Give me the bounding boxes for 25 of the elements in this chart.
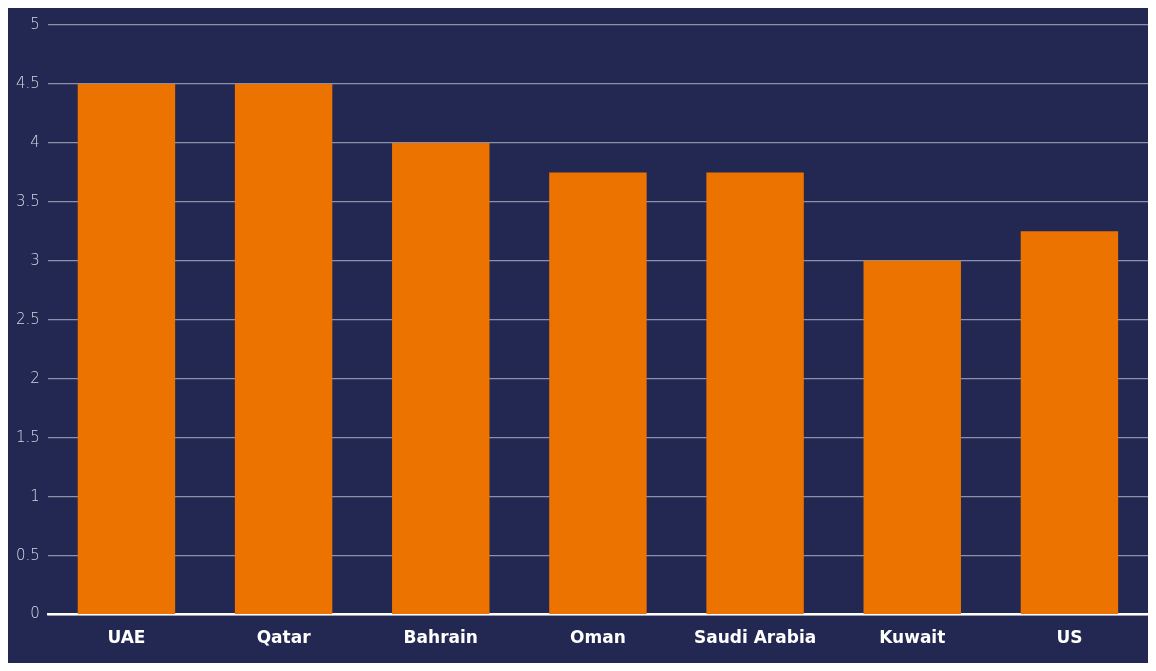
y-tick-label: 5 — [30, 14, 40, 33]
y-tick-label: 1.5 — [16, 427, 40, 446]
y-tick-label: 0.5 — [16, 545, 40, 564]
x-tick-label: Oman — [570, 627, 626, 648]
bar — [77, 83, 176, 614]
bar — [234, 83, 333, 614]
bar — [392, 142, 490, 614]
y-tick-label: 4.5 — [16, 73, 40, 92]
x-tick-label: Qatar — [256, 627, 312, 648]
x-tick-label: Kuwait — [879, 627, 946, 648]
y-tick-label: 2.5 — [16, 309, 40, 328]
x-tick-label: US — [1056, 627, 1083, 648]
y-tick-label: 0 — [30, 604, 40, 623]
y-tick-label: 3 — [30, 250, 40, 269]
x-tick-label: UAE — [107, 627, 146, 648]
bar — [1020, 231, 1119, 614]
bar — [549, 172, 647, 614]
y-tick-label: 3.5 — [16, 191, 40, 210]
y-tick-label: 2 — [30, 368, 40, 387]
bar — [863, 260, 961, 614]
x-tick-label: Saudi Arabia — [693, 627, 817, 648]
y-tick-label: 1 — [30, 486, 40, 505]
x-tick-label: Bahrain — [403, 627, 478, 648]
y-tick-label: 4 — [30, 132, 40, 151]
bar — [706, 172, 804, 614]
